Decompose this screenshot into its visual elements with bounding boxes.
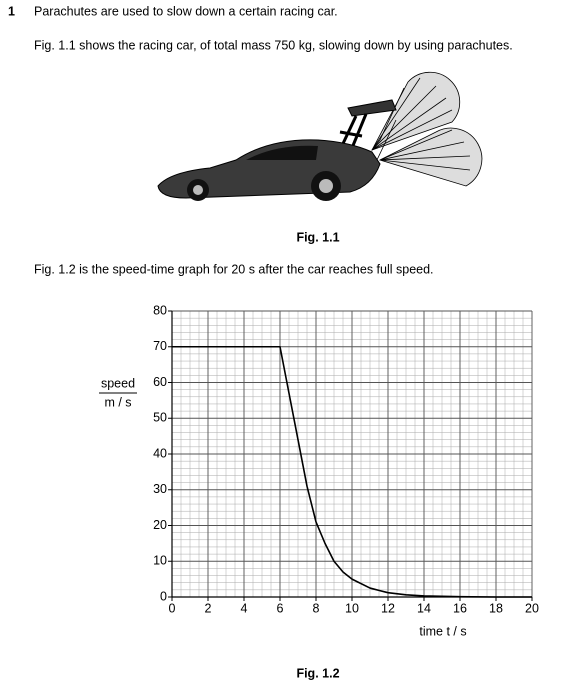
question-number: 1 bbox=[8, 4, 15, 18]
x-tick-label: 20 bbox=[525, 601, 539, 615]
y-axis-unit: m / s bbox=[104, 395, 131, 409]
fig2-text: Fig. 1.2 is the speed-time graph for 20 … bbox=[34, 262, 434, 276]
x-tick-label: 6 bbox=[277, 601, 284, 615]
y-tick-label: 80 bbox=[153, 303, 167, 317]
x-tick-label: 16 bbox=[453, 601, 467, 615]
x-tick-label: 14 bbox=[417, 601, 431, 615]
x-tick-label: 8 bbox=[313, 601, 320, 615]
intro-text: Parachutes are used to slow down a certa… bbox=[34, 4, 338, 18]
x-tick-label: 0 bbox=[169, 601, 176, 615]
x-tick-label: 18 bbox=[489, 601, 503, 615]
fig1-caption: Fig. 1.1 bbox=[296, 230, 339, 244]
y-tick-label: 50 bbox=[153, 411, 167, 425]
car-illustration bbox=[157, 71, 483, 201]
y-axis-quantity: speed bbox=[101, 376, 135, 390]
x-tick-label: 2 bbox=[205, 601, 212, 615]
y-tick-label: 10 bbox=[153, 554, 167, 568]
fig1-text: Fig. 1.1 shows the racing car, of total … bbox=[34, 38, 513, 52]
x-axis-label: time t / s bbox=[419, 624, 466, 638]
y-tick-label: 30 bbox=[153, 482, 167, 496]
x-tick-label: 12 bbox=[381, 601, 395, 615]
x-tick-label: 4 bbox=[241, 601, 248, 615]
y-tick-label: 70 bbox=[153, 339, 167, 353]
speed-curve bbox=[172, 345, 532, 598]
fig2-caption: Fig. 1.2 bbox=[296, 666, 339, 680]
y-tick-label: 0 bbox=[160, 589, 167, 603]
y-tick-label: 60 bbox=[153, 375, 167, 389]
y-tick-label: 40 bbox=[153, 446, 167, 460]
speed-time-graph: 0 2 4 6 8 10 12 14 16 18 20 0 10 20 30 40 50 60 70 80 bbox=[153, 303, 539, 615]
y-tick-label: 20 bbox=[153, 518, 167, 532]
x-tick-label: 10 bbox=[345, 601, 359, 615]
